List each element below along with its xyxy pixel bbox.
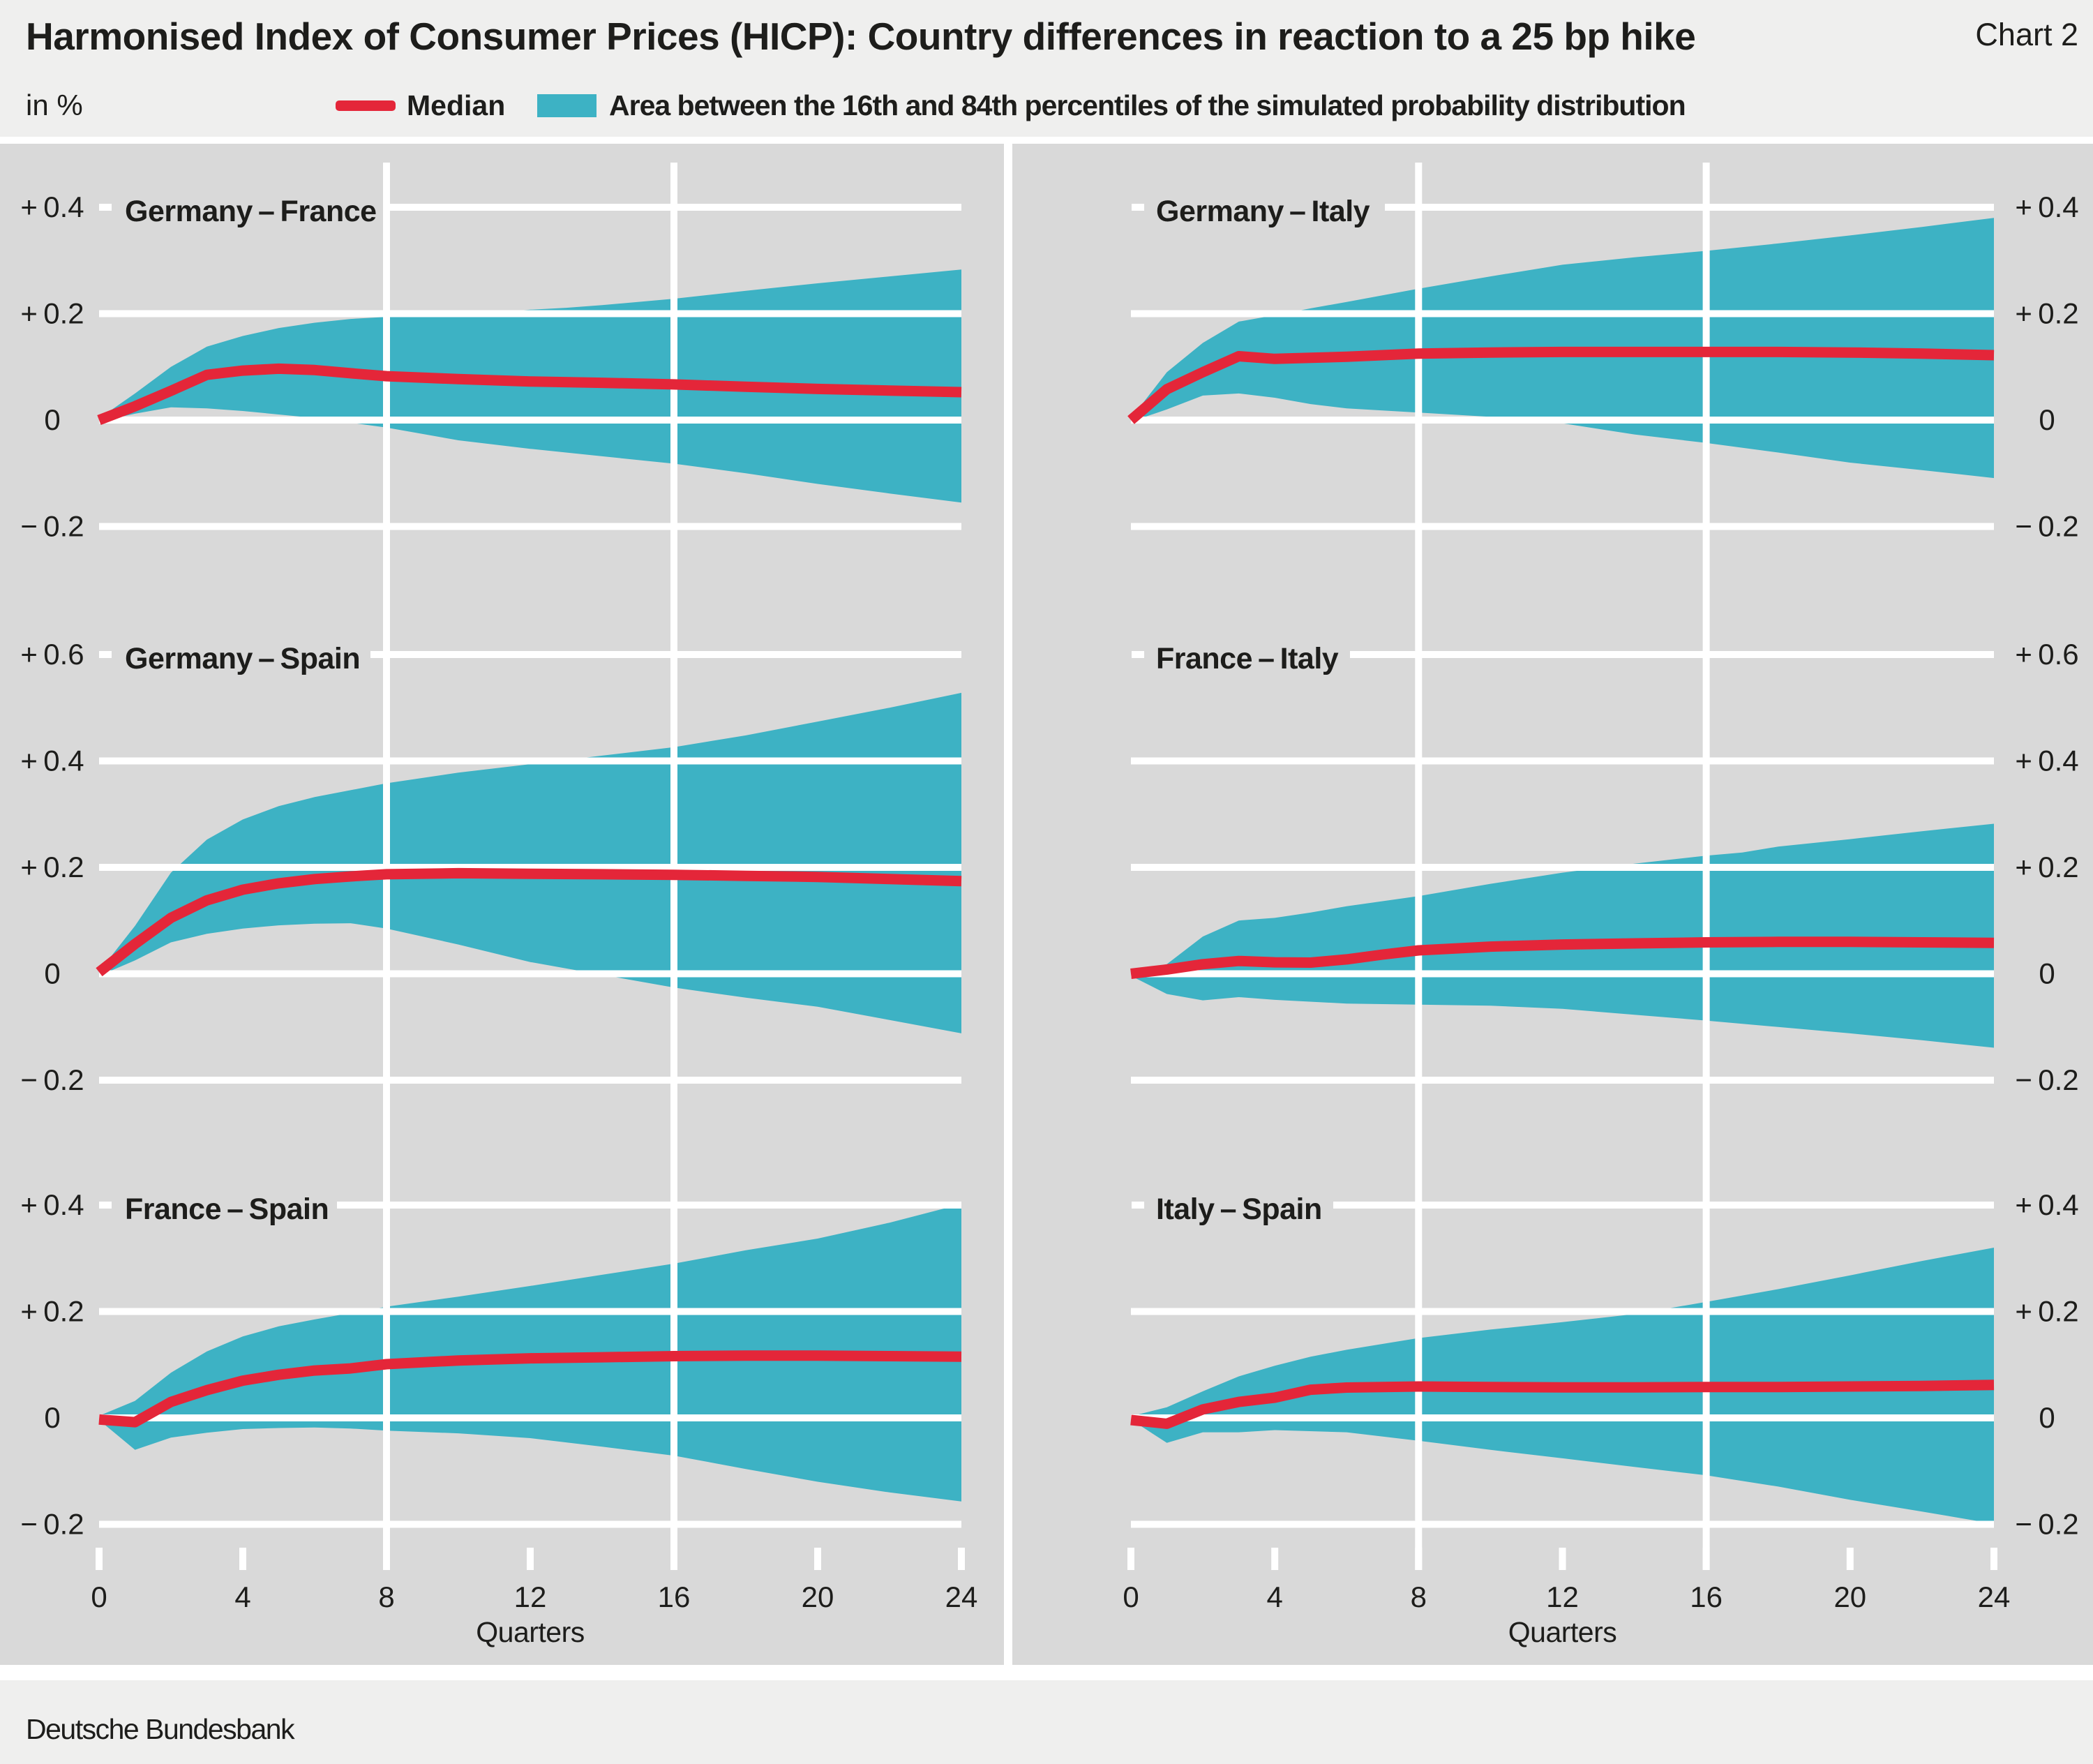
svg-text:+ 0.4: + 0.4 bbox=[2015, 1188, 2078, 1221]
svg-text:Median: Median bbox=[407, 89, 505, 121]
svg-text:4: 4 bbox=[234, 1580, 250, 1613]
svg-text:Chart 2: Chart 2 bbox=[1975, 17, 2078, 52]
svg-text:Germany – France: Germany – France bbox=[125, 195, 377, 228]
svg-text:Germany – Spain: Germany – Spain bbox=[125, 642, 360, 675]
svg-text:− 0.2: − 0.2 bbox=[2015, 1063, 2078, 1096]
svg-text:24: 24 bbox=[945, 1580, 978, 1613]
svg-text:12: 12 bbox=[1546, 1580, 1579, 1613]
svg-text:+ 0.2: + 0.2 bbox=[2015, 851, 2078, 883]
svg-text:− 0.2: − 0.2 bbox=[2015, 1508, 2078, 1541]
svg-text:0: 0 bbox=[44, 403, 60, 436]
svg-text:− 0.2: − 0.2 bbox=[2015, 510, 2078, 543]
svg-text:0: 0 bbox=[2039, 1401, 2055, 1434]
svg-text:20: 20 bbox=[802, 1580, 834, 1613]
svg-text:Quarters: Quarters bbox=[1508, 1616, 1617, 1648]
svg-text:+ 0.2: + 0.2 bbox=[20, 1295, 84, 1328]
svg-text:+ 0.4: + 0.4 bbox=[20, 190, 84, 223]
svg-text:24: 24 bbox=[1978, 1580, 2011, 1613]
svg-text:+ 0.4: + 0.4 bbox=[2015, 745, 2078, 777]
svg-text:4: 4 bbox=[1267, 1580, 1283, 1613]
svg-text:+ 0.2: + 0.2 bbox=[20, 297, 84, 330]
svg-text:+ 0.4: + 0.4 bbox=[20, 1188, 84, 1221]
svg-text:Area between the 16th and 84th: Area between the 16th and 84th percentil… bbox=[609, 89, 1686, 121]
svg-text:− 0.2: − 0.2 bbox=[20, 510, 84, 543]
svg-text:Quarters: Quarters bbox=[476, 1616, 585, 1648]
svg-text:Italy – Spain: Italy – Spain bbox=[1156, 1193, 1322, 1226]
svg-text:+ 0.2: + 0.2 bbox=[20, 851, 84, 883]
svg-text:0: 0 bbox=[91, 1580, 107, 1613]
svg-text:France – Spain: France – Spain bbox=[125, 1193, 329, 1226]
svg-text:− 0.2: − 0.2 bbox=[20, 1508, 84, 1541]
svg-text:0: 0 bbox=[44, 1401, 60, 1434]
svg-text:+ 0.4: + 0.4 bbox=[2015, 190, 2078, 223]
svg-text:0: 0 bbox=[2039, 403, 2055, 436]
svg-text:+ 0.4: + 0.4 bbox=[20, 745, 84, 777]
svg-text:− 0.2: − 0.2 bbox=[20, 1063, 84, 1096]
svg-text:0: 0 bbox=[2039, 957, 2055, 990]
svg-text:+ 0.6: + 0.6 bbox=[2015, 638, 2078, 671]
svg-text:12: 12 bbox=[514, 1580, 547, 1613]
svg-text:Deutsche Bundesbank: Deutsche Bundesbank bbox=[26, 1713, 295, 1745]
svg-text:16: 16 bbox=[658, 1580, 691, 1613]
svg-text:8: 8 bbox=[378, 1580, 394, 1613]
svg-text:0: 0 bbox=[44, 957, 60, 990]
svg-text:+ 0.2: + 0.2 bbox=[2015, 297, 2078, 330]
svg-text:+ 0.2: + 0.2 bbox=[2015, 1295, 2078, 1328]
svg-text:in %: in % bbox=[26, 89, 83, 121]
svg-text:20: 20 bbox=[1833, 1580, 1866, 1613]
svg-text:Germany – Italy: Germany – Italy bbox=[1156, 195, 1370, 228]
svg-text:0: 0 bbox=[1123, 1580, 1139, 1613]
svg-text:+ 0.6: + 0.6 bbox=[20, 638, 84, 671]
svg-text:France – Italy: France – Italy bbox=[1156, 642, 1339, 675]
svg-text:8: 8 bbox=[1411, 1580, 1427, 1613]
svg-text:Harmonised Index of Consumer P: Harmonised Index of Consumer Prices (HIC… bbox=[26, 15, 1695, 58]
svg-text:16: 16 bbox=[1690, 1580, 1723, 1613]
